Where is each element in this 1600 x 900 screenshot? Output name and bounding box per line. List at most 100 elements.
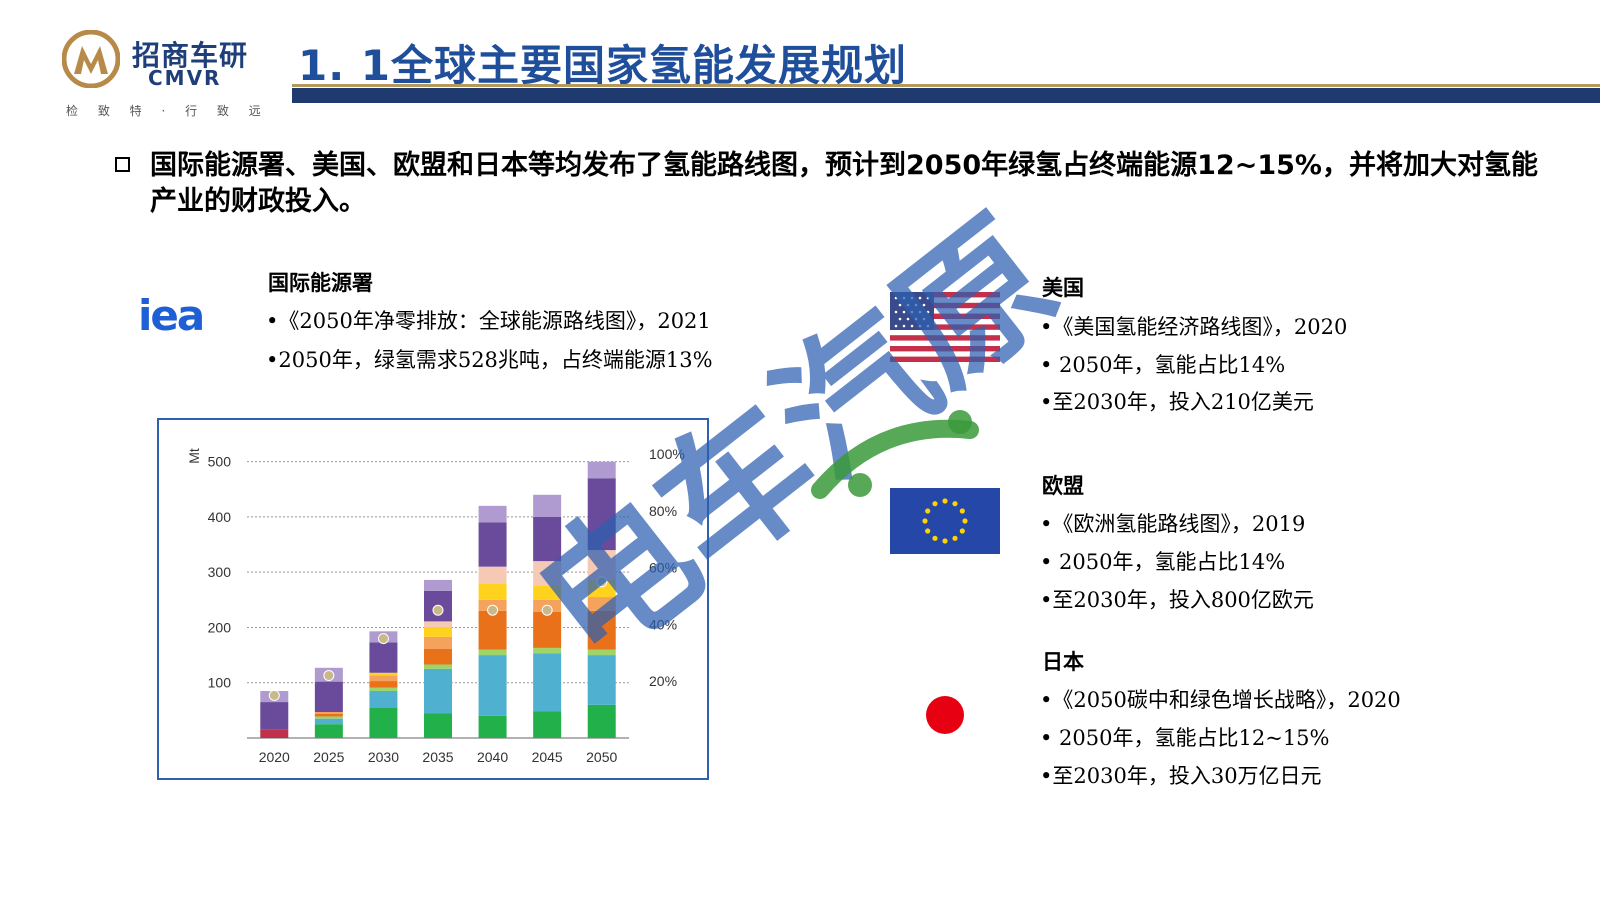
x-tick-label: 2050	[586, 749, 617, 765]
x-tick-label: 2030	[368, 749, 399, 765]
y-tick-label: 500	[208, 454, 232, 470]
bar-segment	[533, 611, 562, 648]
bar-segment	[314, 713, 343, 717]
bar-segment	[478, 649, 507, 656]
iea-logo: iea	[138, 291, 205, 340]
eu-star	[959, 508, 965, 514]
share-marker	[487, 604, 499, 616]
bar-segment	[369, 707, 398, 738]
share-marker	[377, 633, 389, 645]
bar-segment	[369, 642, 398, 673]
bar-segment	[587, 649, 616, 656]
eu-item-1: •《欧洲氢能路线图》，2019	[1040, 512, 1306, 536]
bar-segment	[260, 702, 289, 730]
bar-segment	[314, 712, 343, 714]
share-marker	[432, 604, 444, 616]
eu-star	[952, 501, 958, 507]
iea-title: 国际能源署	[268, 271, 373, 295]
japan-item-2: • 2050年，氢能占比12~15%	[1040, 726, 1330, 750]
eu-title: 欧盟	[1042, 474, 1084, 498]
bar-segment	[533, 494, 562, 517]
eu-item-2: • 2050年，氢能占比14%	[1040, 550, 1286, 574]
bar-segment	[314, 718, 343, 725]
brand-name-en: CMVR	[148, 66, 222, 90]
bar-segment	[587, 478, 616, 551]
x-tick-label: 2045	[532, 749, 563, 765]
bar-segment	[260, 729, 289, 738]
bar-segment	[314, 724, 343, 738]
bar-segment	[587, 550, 616, 581]
x-tick-label: 2025	[313, 749, 344, 765]
bar-segment	[533, 653, 562, 712]
bar-segment	[314, 716, 343, 719]
bar-segment	[369, 672, 398, 676]
y-tick-label: 300	[208, 564, 232, 580]
bar-segment	[533, 647, 562, 654]
y-axis-label: Mt	[186, 448, 202, 464]
bar-segment	[533, 586, 562, 600]
japan-title: 日本	[1042, 650, 1084, 674]
title-divider-gold	[292, 84, 1600, 87]
bar-segment	[587, 655, 616, 705]
bar-segment	[369, 675, 398, 682]
eu-flag-icon	[890, 488, 1000, 554]
eu-star	[952, 535, 958, 541]
bar-segment	[587, 704, 616, 738]
bar-segment	[478, 583, 507, 600]
y2-tick-label: 100%	[649, 446, 685, 462]
eu-star	[922, 518, 928, 524]
eu-star	[942, 498, 948, 504]
bar-segment	[587, 597, 616, 611]
bar-segment	[424, 664, 452, 669]
bar-segment	[424, 626, 452, 637]
bar-segment	[424, 668, 452, 714]
usa-item-3: •至2030年，投入210亿美元	[1040, 390, 1314, 414]
usa-item-1: •《美国氢能经济路线图》，2020	[1040, 315, 1348, 339]
x-tick-label: 2035	[422, 749, 453, 765]
japan-item-1: •《2050碳中和绿色增长战略》，2020	[1040, 688, 1401, 712]
share-marker	[268, 689, 280, 701]
eu-star	[962, 518, 968, 524]
bar-segment	[587, 610, 616, 650]
bar-segment	[478, 610, 507, 650]
bar-segment	[424, 621, 452, 627]
bar-segment	[533, 711, 562, 738]
bar-segment	[478, 655, 507, 716]
bar-segment	[424, 713, 452, 738]
bar-segment	[369, 681, 398, 688]
iea-item-2: •2050年，绿氢需求528兆吨，占终端能源13%	[266, 348, 713, 372]
bar-segment	[533, 516, 562, 562]
bar-segment	[478, 566, 507, 584]
us-flag-icon	[890, 292, 1000, 362]
bar-segment	[424, 579, 452, 591]
eu-star	[959, 528, 965, 534]
bar-segment	[478, 522, 507, 567]
eu-star	[932, 535, 938, 541]
eu-star	[942, 538, 948, 544]
share-marker	[596, 576, 608, 588]
share-marker	[541, 604, 553, 616]
bar-segment	[424, 649, 452, 665]
hydrogen-demand-chart: 100 200 300 400 500 20% 40% 60% 80% 100% Mt 2020 202…	[186, 446, 685, 765]
y2-tick-label: 80%	[649, 503, 677, 519]
y-tick-label: 200	[208, 619, 232, 635]
bullet-square-icon	[115, 157, 130, 172]
bar-segment	[424, 636, 452, 650]
bar-segment	[533, 561, 562, 586]
brand-slogan: 检 致 特 · 行 致 远	[66, 104, 269, 118]
bar-segment	[369, 691, 398, 708]
brand-name-cn: 招商车研	[132, 39, 249, 72]
bar-segment	[314, 681, 343, 713]
share-marker	[323, 670, 335, 682]
bar-segment	[587, 580, 616, 598]
bar-segment	[478, 715, 507, 738]
japan-flag-icon	[926, 696, 964, 734]
y-tick-label: 100	[208, 675, 232, 691]
japan-item-3: •至2030年，投入30万亿日元	[1040, 764, 1322, 788]
title-divider-navy	[292, 88, 1600, 103]
bar-segment	[478, 505, 507, 523]
bar-segment	[587, 461, 616, 479]
y2-tick-label: 40%	[649, 616, 677, 632]
cmvr-logo-icon	[62, 30, 120, 88]
eu-star	[925, 508, 931, 514]
